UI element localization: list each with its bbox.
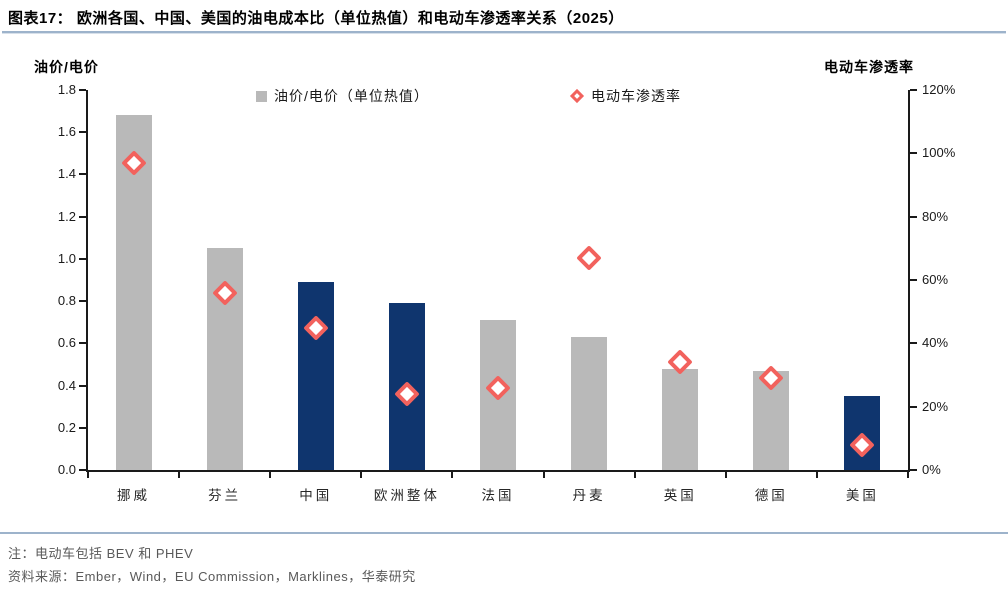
right-axis-tick <box>910 215 917 218</box>
figure-note: 注：电动车包括 BEV 和 PHEV <box>8 546 194 561</box>
x-category-label: 德国 <box>754 488 788 503</box>
left-axis-tick-label: 0.8 <box>57 293 76 309</box>
right-axis-tick <box>910 279 917 281</box>
left-axis-tick <box>79 426 86 429</box>
right-axis-tick-label: 100% <box>922 145 956 161</box>
right-y-axis-line <box>908 90 910 472</box>
x-axis-tick <box>542 472 545 478</box>
right-axis-tick <box>910 152 917 155</box>
left-axis-tick <box>79 384 86 387</box>
plot-area: 1.8 1.6 1.4 1.2 1.0 0.8 0.6 0.4 0.2 0.0 120% 100% 80… <box>58 82 955 503</box>
left-axis-title: 油价/电价 <box>34 59 99 75</box>
right-axis-title: 电动车渗透率 <box>824 59 914 75</box>
left-axis-tick <box>79 257 86 260</box>
x-axis-line <box>86 470 910 472</box>
left-axis-tick <box>79 215 86 218</box>
x-axis-tick <box>178 472 181 478</box>
x-category-label: 法国 <box>481 488 515 503</box>
left-axis-tick <box>79 173 86 176</box>
x-category-label: 挪威 <box>117 488 151 503</box>
right-axis-tick <box>910 89 917 91</box>
right-axis-tick-label: 0% <box>922 462 941 477</box>
x-category-label: 中国 <box>299 488 333 503</box>
x-axis-tick <box>451 472 454 478</box>
x-axis-tick <box>633 472 636 478</box>
left-axis-tick-label: 0.6 <box>57 335 76 351</box>
x-category-label: 欧洲整体 <box>373 488 440 503</box>
right-axis-tick <box>910 405 917 408</box>
x-category-label: 美国 <box>845 488 879 503</box>
figure-title: 图表17： 欧洲各国、中国、美国的油电成本比（单位热值）和电动车渗透率关系（20… <box>8 10 624 27</box>
bar <box>662 368 699 470</box>
left-axis-tick-label: 1.6 <box>57 124 76 140</box>
right-axis-tick-label: 20% <box>922 398 949 414</box>
ev-penetration-diamond <box>576 245 602 271</box>
left-axis-tick <box>79 89 86 91</box>
x-axis-tick <box>269 472 272 478</box>
right-axis-tick <box>910 469 917 471</box>
left-axis-tick-label: 0.2 <box>57 419 76 435</box>
legend-item-diamond: 电动车渗透率 <box>569 88 681 104</box>
x-category-label: 芬兰 <box>208 488 242 503</box>
x-axis-tick <box>360 472 363 478</box>
x-axis-tick <box>87 472 89 478</box>
left-axis-tick-label: 1.4 <box>57 166 76 182</box>
bar <box>571 337 608 470</box>
x-axis-tick <box>724 472 727 478</box>
right-axis-tick-label: 40% <box>922 335 949 351</box>
right-axis-tick-label: 60% <box>922 272 949 287</box>
legend-item-bar: 油价/电价（单位热值） <box>256 88 429 104</box>
title-divider <box>2 31 1006 34</box>
bar-legend-label: 油价/电价（单位热值） <box>274 88 429 104</box>
left-axis-tick <box>79 300 86 303</box>
left-y-axis-line <box>86 90 88 472</box>
left-axis-tick-label: 0.0 <box>57 462 76 477</box>
left-axis-tick-label: 0.4 <box>57 377 76 393</box>
x-axis-tick <box>907 472 909 478</box>
x-category-label: 英国 <box>663 488 697 503</box>
left-axis-tick-label: 1.0 <box>57 250 76 266</box>
footer-divider <box>0 532 1008 534</box>
right-axis-tick-label: 80% <box>922 208 949 224</box>
left-axis-tick-label: 1.8 <box>57 82 76 97</box>
left-axis-tick <box>79 131 86 134</box>
right-axis-tick <box>910 342 917 345</box>
x-axis-tick <box>815 472 818 478</box>
figure-source: 资料来源：Ember，Wind，EU Commission，Marklines，… <box>8 569 416 584</box>
x-category-label: 丹麦 <box>572 488 606 503</box>
left-axis-tick-label: 1.2 <box>57 208 76 224</box>
left-axis-tick <box>79 342 86 345</box>
right-axis-tick-label: 120% <box>922 82 956 97</box>
bar-legend-swatch <box>256 90 267 102</box>
diamond-legend-label: 电动车渗透率 <box>591 88 681 104</box>
bar <box>297 282 334 470</box>
left-axis-tick <box>79 469 86 471</box>
